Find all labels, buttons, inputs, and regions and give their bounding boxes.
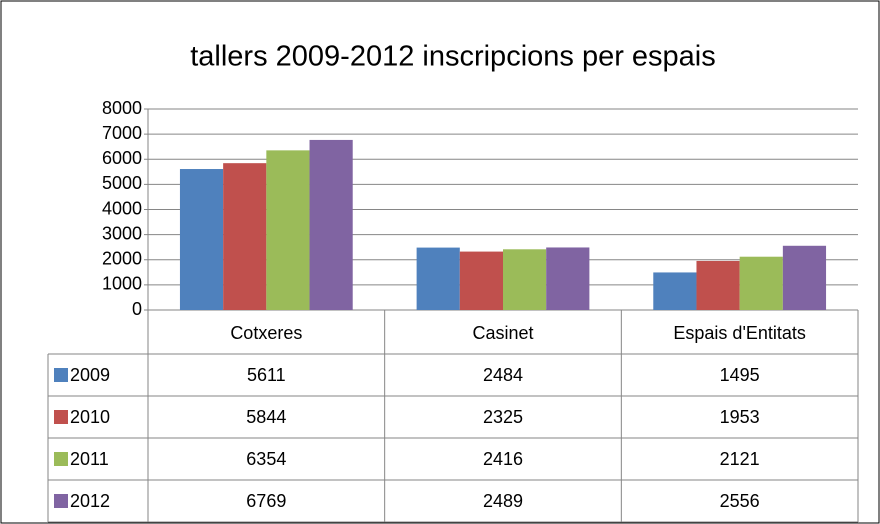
table-value: 1495 [720, 365, 760, 385]
table-value: 1953 [720, 407, 760, 427]
legend-swatch [54, 452, 68, 466]
y-tick-label: 8000 [102, 98, 142, 118]
y-tick-label: 2000 [102, 249, 142, 269]
legend-swatch [54, 368, 68, 382]
table-value: 2121 [720, 449, 760, 469]
legend-label: 2011 [70, 449, 109, 469]
legend-swatch [54, 494, 68, 508]
y-tick-label: 3000 [102, 223, 142, 243]
legend-label: 2009 [70, 365, 110, 385]
x-tick-label: Espais d'Entitats [673, 323, 806, 343]
table-value: 2489 [483, 491, 523, 511]
legend-swatch [54, 410, 68, 424]
bar [782, 245, 827, 310]
y-tick-label: 0 [132, 299, 142, 319]
table-value: 2416 [483, 449, 523, 469]
bar [696, 260, 740, 310]
legend-label: 2010 [70, 407, 110, 427]
table-value: 2484 [483, 365, 523, 385]
y-tick-label: 5000 [102, 173, 142, 193]
y-tick-label: 4000 [102, 198, 142, 218]
bar [459, 251, 503, 310]
table-value: 6769 [246, 491, 286, 511]
y-tick-label: 6000 [102, 148, 142, 168]
table-value: 5844 [246, 407, 286, 427]
bar [179, 169, 224, 310]
bar [503, 249, 547, 310]
table-value: 2325 [483, 407, 523, 427]
x-tick-label: Casinet [472, 323, 533, 343]
table-value: 6354 [246, 449, 286, 469]
bar [223, 163, 267, 310]
bar [739, 256, 783, 310]
chart-title: tallers 2009-2012 inscripcions per espai… [190, 41, 716, 73]
table-value: 2556 [720, 491, 760, 511]
bar [416, 247, 460, 310]
bar [546, 247, 590, 310]
y-tick-label: 7000 [102, 123, 142, 143]
legend-label: 2012 [70, 491, 110, 511]
y-tick-label: 1000 [102, 274, 142, 294]
bar [653, 272, 697, 310]
table-value: 5611 [247, 365, 286, 385]
x-tick-label: Cotxeres [230, 323, 302, 343]
bar [266, 150, 310, 310]
bar [309, 139, 353, 310]
